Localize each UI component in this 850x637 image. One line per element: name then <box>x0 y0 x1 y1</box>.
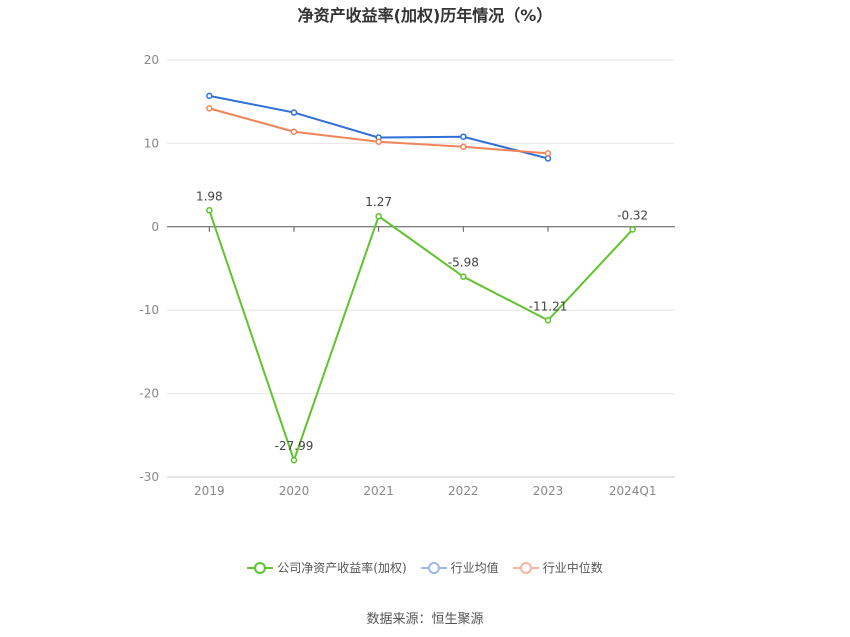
legend-label-industry-mean: 行业均值 <box>450 561 499 575</box>
legend-label-company: 公司净资产收益率(加权) <box>277 561 407 575</box>
y-tick-label: 20 <box>144 53 159 67</box>
y-tick-label: -30 <box>139 470 159 484</box>
data-point <box>290 109 298 116</box>
x-tick-label: 2023 <box>533 484 564 498</box>
data-label: -0.32 <box>617 208 648 222</box>
grid-lines <box>167 59 675 478</box>
data-source-note: 数据来源：恒生聚源 <box>366 612 484 627</box>
legend: 公司净资产收益率(加权) 行业均值 行业中位数 <box>0 559 850 576</box>
x-tick-label: 2024Q1 <box>609 484 657 498</box>
legend-item-industry-mean[interactable]: 行业均值 <box>420 559 499 576</box>
data-label: 1.27 <box>365 195 392 209</box>
x-tick-label: 2021 <box>363 484 394 498</box>
legend-line-marker-icon <box>420 561 447 574</box>
legend-line-marker-icon <box>247 561 274 574</box>
legend-item-company[interactable]: 公司净资产收益率(加权) <box>247 559 407 576</box>
data-point <box>290 128 298 135</box>
y-tick-label: -10 <box>139 303 159 317</box>
data-label: -5.98 <box>448 256 479 270</box>
data-point <box>460 273 467 280</box>
x-tick-label: 2022 <box>448 484 479 498</box>
data-point <box>460 143 467 150</box>
legend-item-industry-median[interactable]: 行业中位数 <box>512 559 603 576</box>
data-point <box>375 138 382 145</box>
x-tick-labels: 2019 2020 2021 2022 2023 2024Q1 <box>194 484 656 498</box>
data-labels: 1.98 -27.99 1.27 -5.98 -11.21 -0.32 <box>196 189 648 453</box>
data-point <box>544 317 552 324</box>
series-lines <box>206 92 636 464</box>
data-point <box>290 456 298 464</box>
data-point <box>460 133 467 140</box>
y-tick-label: 10 <box>144 136 159 150</box>
legend-line-marker-icon <box>512 561 539 574</box>
data-label: -27.99 <box>275 439 314 453</box>
data-point <box>206 92 213 100</box>
chart-title: 净资产收益率(加权)历年情况（%） <box>297 6 553 25</box>
data-point <box>629 226 636 233</box>
data-point <box>206 207 213 214</box>
data-point <box>375 212 382 220</box>
data-point <box>544 155 552 162</box>
x-tick-label: 2020 <box>279 484 310 498</box>
y-tick-label: -20 <box>139 387 159 401</box>
legend-label-industry-median: 行业中位数 <box>542 561 603 575</box>
series-line <box>208 209 634 464</box>
y-tick-label: 0 <box>151 220 159 234</box>
data-point <box>544 150 552 157</box>
data-label: -11.21 <box>529 299 568 313</box>
data-point <box>206 105 213 112</box>
data-label: 1.98 <box>196 189 223 203</box>
x-tick-label: 2019 <box>194 484 225 498</box>
y-tick-labels: 20 10 0 -10 -20 -30 <box>139 53 159 484</box>
series-line <box>209 107 549 155</box>
